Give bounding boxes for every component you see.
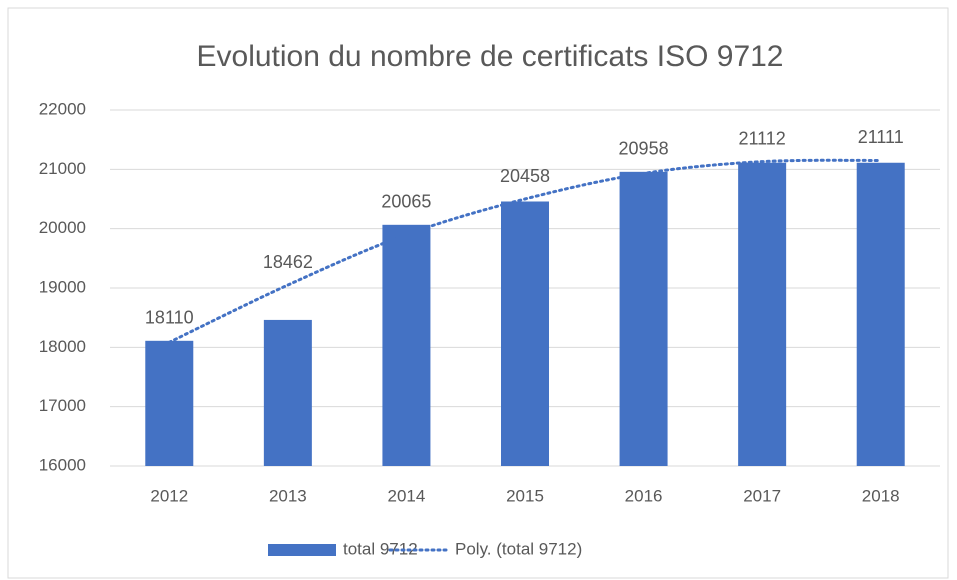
bar [145,340,194,466]
y-tick-label: 18000 [39,337,86,356]
data-label: 18110 [145,308,194,328]
x-tick-label: 2016 [625,486,663,505]
data-label: 20958 [619,139,669,159]
y-tick-label: 20000 [39,218,86,237]
y-tick-label: 22000 [39,99,86,118]
data-label: 18462 [263,252,313,272]
x-tick-label: 2017 [743,486,781,505]
data-label: 20458 [500,166,550,186]
trend-line [167,158,883,344]
x-tick-label: 2014 [388,486,426,505]
y-tick-label: 19000 [39,277,86,296]
bar [738,162,787,467]
y-tick-label: 16000 [39,455,86,474]
x-tick-label: 2012 [150,486,188,505]
data-label: 21111 [858,127,904,147]
chart-title: Evolution du nombre de certificats ISO 9… [197,40,784,73]
data-label: 20065 [381,192,431,212]
legend-label: total 9712 [343,539,418,558]
bar [501,201,549,466]
x-tick-label: 2015 [506,486,544,505]
x-tick-label: 2013 [269,486,307,505]
legend-label: Poly. (total 9712) [455,539,582,558]
legend-swatch [268,544,336,556]
bar [382,224,431,466]
bar [856,162,905,467]
bar [263,319,312,466]
y-tick-label: 17000 [39,396,86,415]
y-tick-label: 21000 [39,159,86,178]
x-tick-label: 2018 [862,486,900,505]
bar [619,171,668,467]
chart-frame [7,7,949,579]
data-label: 21112 [738,128,785,148]
